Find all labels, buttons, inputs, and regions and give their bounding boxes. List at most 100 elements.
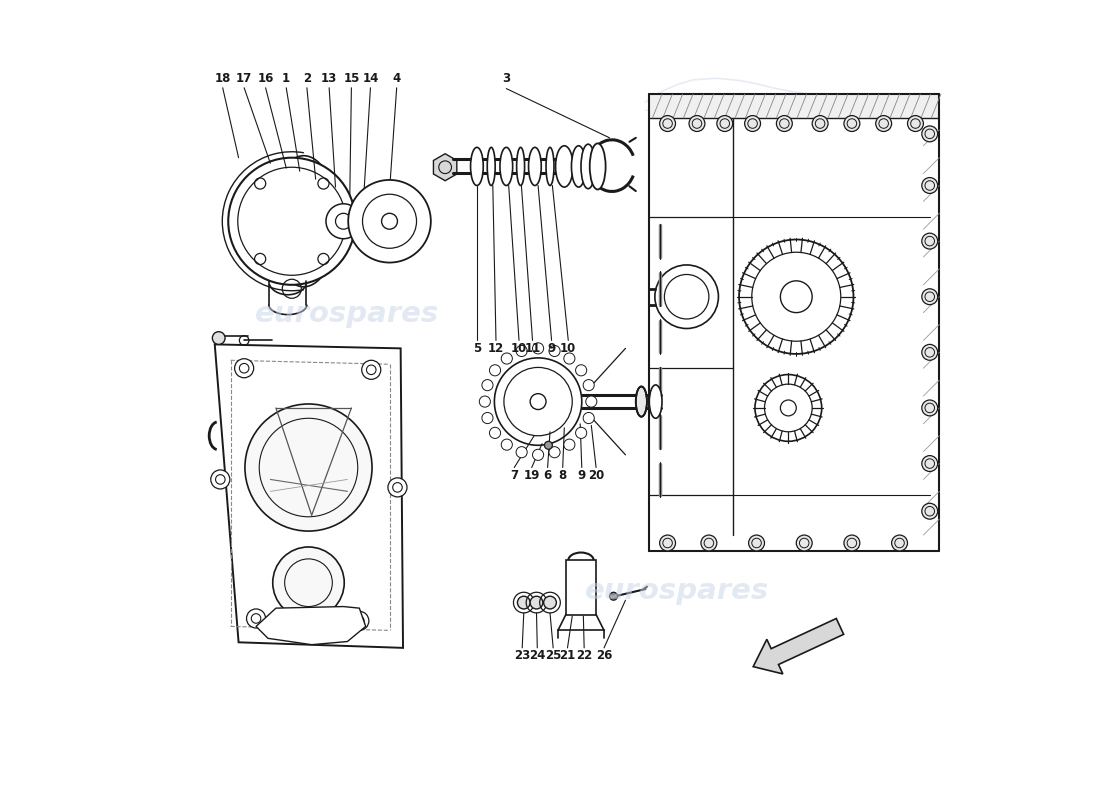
Circle shape <box>689 115 705 131</box>
Circle shape <box>212 332 226 344</box>
Bar <box>649 94 939 118</box>
Circle shape <box>660 535 675 551</box>
Text: 15: 15 <box>343 72 360 85</box>
Circle shape <box>922 126 937 142</box>
Circle shape <box>739 239 854 354</box>
Circle shape <box>660 115 675 131</box>
Text: 12: 12 <box>488 342 504 355</box>
Ellipse shape <box>636 386 647 417</box>
Polygon shape <box>256 606 365 645</box>
Circle shape <box>516 346 527 357</box>
Circle shape <box>922 178 937 194</box>
Circle shape <box>532 450 543 460</box>
Circle shape <box>922 233 937 249</box>
Ellipse shape <box>581 144 595 189</box>
Circle shape <box>892 535 907 551</box>
Ellipse shape <box>546 147 554 186</box>
Circle shape <box>362 360 381 379</box>
Circle shape <box>745 115 760 131</box>
Text: 21: 21 <box>560 650 575 662</box>
Circle shape <box>549 446 560 458</box>
Circle shape <box>349 180 431 262</box>
Ellipse shape <box>556 146 573 187</box>
Text: 4: 4 <box>393 72 400 85</box>
Ellipse shape <box>572 146 586 187</box>
Circle shape <box>922 400 937 416</box>
Circle shape <box>543 596 557 609</box>
Circle shape <box>273 547 344 618</box>
Circle shape <box>583 379 594 390</box>
Circle shape <box>482 413 493 423</box>
Ellipse shape <box>270 156 338 286</box>
Circle shape <box>544 442 552 450</box>
Circle shape <box>876 115 892 131</box>
Circle shape <box>564 439 575 450</box>
Circle shape <box>246 609 265 628</box>
Circle shape <box>211 470 230 489</box>
Circle shape <box>575 365 586 376</box>
Circle shape <box>532 342 543 354</box>
Circle shape <box>490 365 500 376</box>
Text: 11: 11 <box>525 342 540 355</box>
Circle shape <box>701 535 717 551</box>
Text: 7: 7 <box>510 469 518 482</box>
Text: 24: 24 <box>529 650 546 662</box>
Circle shape <box>517 596 530 609</box>
Circle shape <box>351 212 367 228</box>
Text: 10: 10 <box>560 342 576 355</box>
Circle shape <box>755 374 822 442</box>
Circle shape <box>502 353 513 364</box>
Circle shape <box>812 115 828 131</box>
Text: 25: 25 <box>544 650 561 662</box>
Ellipse shape <box>528 147 541 186</box>
Polygon shape <box>433 154 456 181</box>
Circle shape <box>583 413 594 423</box>
Circle shape <box>922 289 937 305</box>
Circle shape <box>922 503 937 519</box>
Text: 14: 14 <box>362 72 378 85</box>
Circle shape <box>388 478 407 497</box>
Circle shape <box>922 456 937 471</box>
Text: 10: 10 <box>510 342 527 355</box>
Circle shape <box>364 221 374 230</box>
Text: 20: 20 <box>588 469 604 482</box>
Text: 8: 8 <box>559 469 566 482</box>
Text: 2: 2 <box>302 72 311 85</box>
Circle shape <box>234 358 254 378</box>
Circle shape <box>502 439 513 450</box>
Circle shape <box>844 535 860 551</box>
Text: 18: 18 <box>214 72 231 85</box>
Circle shape <box>844 115 860 131</box>
Circle shape <box>585 396 597 407</box>
Circle shape <box>494 358 582 446</box>
Text: 17: 17 <box>236 72 252 85</box>
Text: 9: 9 <box>578 469 586 482</box>
Circle shape <box>482 379 493 390</box>
Text: eurospares: eurospares <box>585 577 769 605</box>
Circle shape <box>575 427 586 438</box>
Circle shape <box>922 344 937 360</box>
Circle shape <box>609 592 617 600</box>
Text: 16: 16 <box>257 72 274 85</box>
Circle shape <box>245 404 372 531</box>
Text: 23: 23 <box>514 650 530 662</box>
Circle shape <box>490 427 500 438</box>
Circle shape <box>549 346 560 357</box>
Text: eurospares: eurospares <box>255 300 440 328</box>
Text: 1: 1 <box>283 72 290 85</box>
Circle shape <box>480 396 491 407</box>
Text: 6: 6 <box>543 469 552 482</box>
Ellipse shape <box>471 147 483 186</box>
Text: 19: 19 <box>524 469 540 482</box>
Text: 3: 3 <box>503 72 510 85</box>
FancyArrow shape <box>754 618 844 674</box>
Text: 26: 26 <box>596 650 613 662</box>
Text: 13: 13 <box>321 72 338 85</box>
Circle shape <box>777 115 792 131</box>
Text: 9: 9 <box>548 342 556 355</box>
Circle shape <box>717 115 733 131</box>
Circle shape <box>749 535 764 551</box>
Ellipse shape <box>499 147 513 186</box>
Polygon shape <box>214 344 403 648</box>
Ellipse shape <box>590 143 606 190</box>
